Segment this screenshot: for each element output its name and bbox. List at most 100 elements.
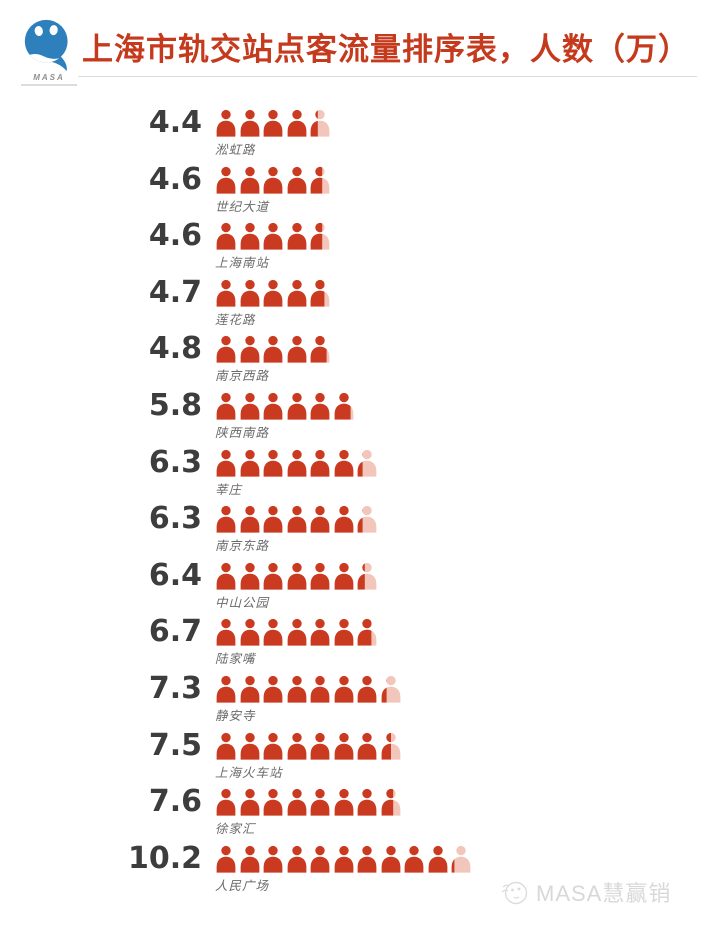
person-icon — [216, 109, 236, 137]
station-row-body: 莲花路 — [215, 267, 333, 328]
person-icon-partial — [334, 392, 353, 420]
person-icon-partial — [357, 506, 377, 533]
person-icon — [287, 732, 306, 760]
pictogram-icon-strip — [215, 675, 403, 703]
person-icon-partial — [310, 109, 330, 137]
station-value: 4.6 — [148, 161, 202, 197]
station-value: 6.7 — [148, 614, 202, 650]
station-row-body: 陕西南路 — [215, 380, 356, 441]
person-icon — [263, 675, 283, 703]
person-icon — [240, 845, 259, 873]
person-icon — [310, 619, 330, 646]
station-row-body: 世纪大道 — [215, 154, 333, 215]
station-row-body: 南京东路 — [215, 493, 380, 554]
pictogram-rows: 4.4 淞虹路 4.6 世纪大道 4.6 上海南站 4.7 莲花路 4.8 南京西路 5.8 陕西南路… — [0, 97, 709, 893]
station-row: 10.2 人民广场 — [0, 833, 709, 893]
station-row: 4.4 淞虹路 — [0, 97, 709, 157]
person-icon — [287, 845, 306, 873]
person-icon — [263, 449, 283, 477]
pictogram-icon-strip — [215, 732, 403, 760]
person-icon — [216, 562, 236, 590]
station-label: 南京西路 — [215, 369, 270, 384]
station-row: 6.3 莘庄 — [0, 437, 709, 497]
person-icon-partial — [381, 732, 400, 760]
pictogram-icon-strip — [215, 222, 333, 250]
person-icon — [216, 223, 236, 250]
station-label: 徐家汇 — [215, 822, 256, 837]
watermark: MASA慧赢销 — [500, 876, 671, 908]
station-label: 南京东路 — [215, 539, 270, 554]
person-icon — [263, 845, 283, 873]
person-icon — [263, 279, 283, 307]
station-row: 6.3 南京东路 — [0, 493, 709, 553]
person-icon — [310, 675, 330, 703]
person-icon — [240, 732, 259, 760]
station-value: 7.5 — [148, 727, 202, 763]
logo-tagline — [21, 84, 77, 86]
person-icon — [310, 392, 330, 420]
station-value: 7.6 — [148, 784, 202, 820]
pictogram-icon-strip — [215, 505, 380, 533]
person-icon — [287, 392, 306, 420]
person-icon-partial — [310, 336, 330, 363]
logo-brand-text: MASA — [33, 73, 65, 82]
person-icon — [357, 845, 377, 873]
person-icon — [263, 506, 283, 533]
person-icon — [240, 392, 259, 420]
masa-logo-icon — [24, 19, 68, 72]
person-icon — [216, 166, 236, 194]
person-icon — [263, 562, 283, 590]
station-row: 4.6 世纪大道 — [0, 154, 709, 214]
station-row: 4.7 莲花路 — [0, 267, 709, 327]
station-label: 陕西南路 — [215, 425, 270, 440]
pictogram-icon-strip — [215, 109, 333, 137]
station-row-body: 静安寺 — [215, 663, 403, 724]
station-label: 人民广场 — [215, 878, 270, 893]
pictogram-icon-strip — [215, 618, 380, 646]
person-icon — [240, 223, 259, 250]
person-icon — [216, 449, 236, 477]
station-row: 5.8 陕西南路 — [0, 380, 709, 440]
person-icon — [287, 506, 306, 533]
person-icon — [310, 562, 330, 590]
person-icon — [310, 449, 330, 477]
station-row-body: 上海火车站 — [215, 720, 403, 781]
person-icon — [240, 789, 259, 816]
person-icon — [357, 675, 377, 703]
person-icon — [263, 166, 283, 194]
person-icon — [334, 449, 353, 477]
station-row-body: 中山公园 — [215, 550, 380, 611]
person-icon-partial — [357, 562, 377, 590]
station-label: 静安寺 — [215, 708, 256, 723]
header-divider — [78, 76, 697, 77]
person-icon — [334, 675, 353, 703]
person-icon — [287, 789, 306, 816]
person-icon — [240, 506, 259, 533]
person-icon — [263, 619, 283, 646]
person-icon — [334, 845, 353, 873]
pictogram-icon-strip — [215, 562, 380, 590]
station-value: 7.3 — [148, 670, 202, 706]
station-label: 淞虹路 — [215, 143, 256, 157]
person-icon — [240, 449, 259, 477]
pictogram-icon-strip — [215, 279, 333, 307]
person-icon — [334, 562, 353, 590]
station-value: 6.4 — [148, 557, 202, 593]
person-icon — [216, 619, 236, 646]
station-value: 4.6 — [148, 218, 202, 254]
pictogram-icon-strip — [215, 335, 333, 363]
person-icon — [334, 732, 353, 760]
pictogram-icon-strip — [215, 788, 403, 816]
station-row-body: 淞虹路 — [215, 97, 333, 158]
pictogram-icon-strip — [215, 166, 333, 194]
pictogram-icon-strip — [215, 449, 380, 477]
person-icon — [310, 845, 330, 873]
person-icon — [240, 109, 259, 137]
pictogram-icon-strip — [215, 845, 474, 873]
person-icon — [334, 789, 353, 816]
station-label: 世纪大道 — [215, 199, 270, 214]
person-icon — [216, 392, 236, 420]
station-row: 4.6 上海南站 — [0, 210, 709, 270]
person-icon — [287, 109, 306, 137]
person-icon — [287, 336, 306, 363]
